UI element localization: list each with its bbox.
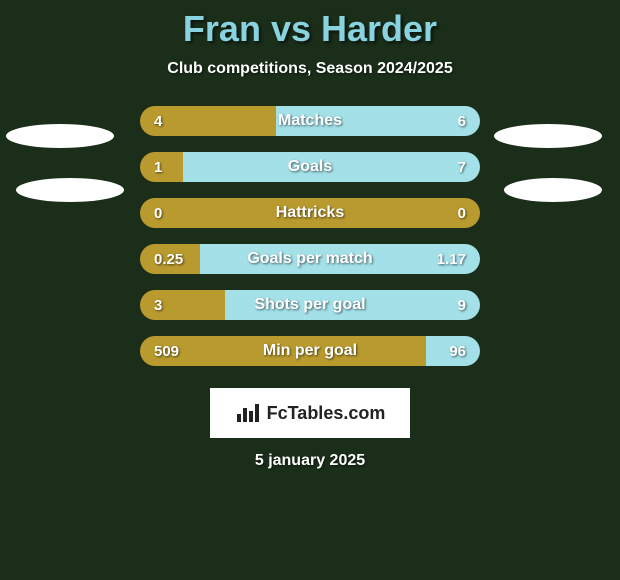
stat-bar-right xyxy=(200,244,480,274)
title-player-right: Harder xyxy=(321,8,437,49)
stat-row: Shots per goal39 xyxy=(140,290,480,320)
stat-bar-right xyxy=(183,152,481,182)
team-emblem-placeholder xyxy=(6,124,114,148)
page-title: Fran vs Harder xyxy=(0,0,620,50)
subtitle: Club competitions, Season 2024/2025 xyxy=(0,60,620,78)
brand-banner[interactable]: FcTables.com xyxy=(210,388,410,438)
stat-row: Min per goal50996 xyxy=(140,336,480,366)
stat-row: Goals17 xyxy=(140,152,480,182)
team-emblem-placeholder xyxy=(494,124,602,148)
stat-bar-left xyxy=(140,152,183,182)
stat-bar-right xyxy=(426,336,480,366)
date-text: 5 january 2025 xyxy=(0,452,620,470)
stat-row: Goals per match0.251.17 xyxy=(140,244,480,274)
title-vs: vs xyxy=(271,8,311,49)
brand-text: FcTables.com xyxy=(267,403,386,424)
team-emblem-placeholder xyxy=(504,178,602,202)
stat-bar-left xyxy=(140,244,200,274)
stat-bar-right xyxy=(276,106,480,136)
stat-bar-right xyxy=(225,290,480,320)
stat-bar-left xyxy=(140,336,426,366)
title-player-left: Fran xyxy=(183,8,261,49)
stat-bar-left xyxy=(140,198,480,228)
stat-bar-left xyxy=(140,106,276,136)
team-emblem-placeholder xyxy=(16,178,124,202)
stat-bar-left xyxy=(140,290,225,320)
stat-row: Hattricks00 xyxy=(140,198,480,228)
stat-row: Matches46 xyxy=(140,106,480,136)
chart-icon xyxy=(235,402,261,424)
